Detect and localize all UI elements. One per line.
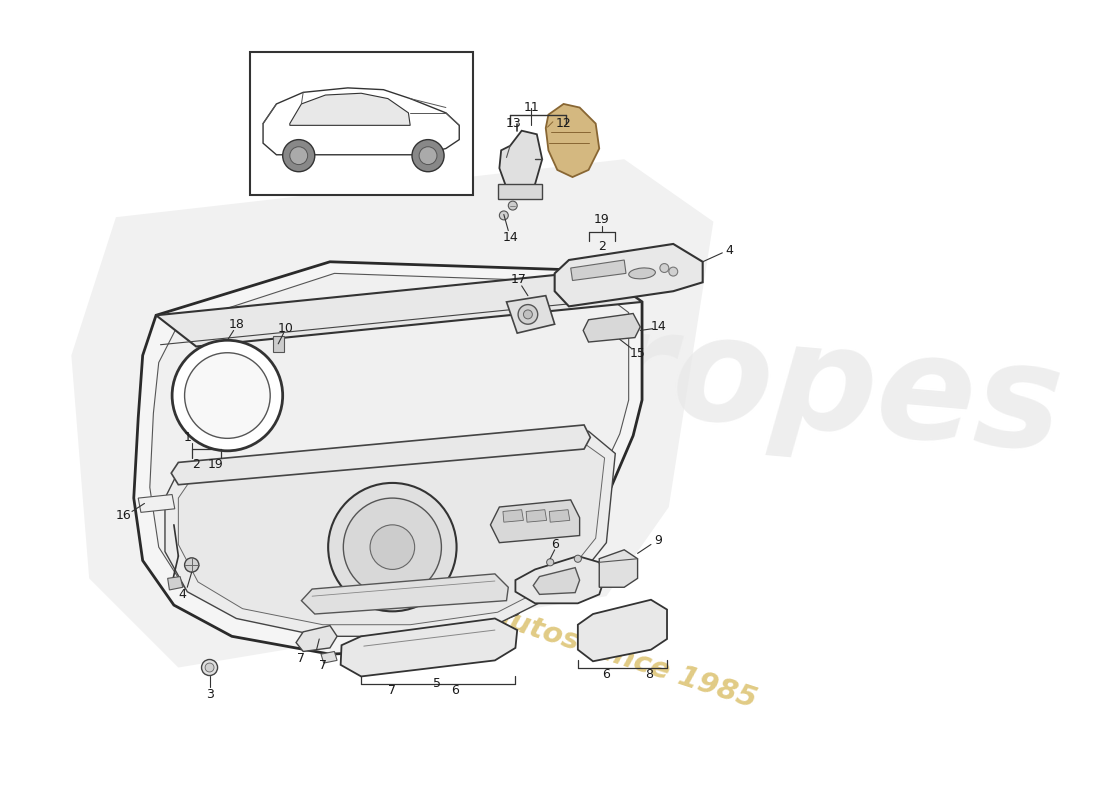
- Text: 9: 9: [654, 534, 662, 547]
- Text: 12: 12: [556, 117, 572, 130]
- Circle shape: [185, 558, 199, 572]
- Circle shape: [185, 353, 271, 438]
- Text: 14: 14: [503, 231, 519, 244]
- Text: 7: 7: [297, 652, 306, 665]
- Polygon shape: [506, 296, 554, 333]
- Text: 7: 7: [319, 659, 327, 672]
- Text: 17: 17: [512, 273, 527, 286]
- Polygon shape: [497, 184, 542, 199]
- Text: 1: 1: [184, 431, 191, 444]
- Text: 6: 6: [451, 684, 459, 698]
- Text: europes: europes: [394, 283, 1069, 482]
- Circle shape: [370, 525, 415, 570]
- Polygon shape: [578, 600, 667, 662]
- Bar: [273, 336, 284, 352]
- Polygon shape: [549, 510, 570, 522]
- Polygon shape: [321, 651, 337, 663]
- Circle shape: [205, 663, 214, 672]
- Text: 16: 16: [116, 510, 131, 522]
- Text: 5: 5: [433, 677, 441, 690]
- Text: 7: 7: [388, 684, 396, 698]
- Polygon shape: [172, 425, 591, 485]
- Polygon shape: [491, 500, 580, 542]
- Text: a passion for autos since 1985: a passion for autos since 1985: [275, 532, 760, 714]
- Polygon shape: [156, 270, 642, 346]
- Polygon shape: [296, 626, 337, 651]
- Circle shape: [499, 211, 508, 220]
- Text: 15: 15: [629, 347, 646, 360]
- Polygon shape: [134, 262, 642, 654]
- Polygon shape: [165, 431, 615, 636]
- Text: 10: 10: [277, 322, 294, 335]
- Circle shape: [518, 305, 538, 324]
- Polygon shape: [263, 88, 459, 154]
- Polygon shape: [600, 550, 638, 587]
- Polygon shape: [534, 568, 580, 594]
- Polygon shape: [503, 510, 524, 522]
- Circle shape: [524, 310, 532, 319]
- Circle shape: [660, 263, 669, 273]
- Polygon shape: [289, 94, 410, 126]
- Polygon shape: [554, 244, 703, 306]
- Text: 6: 6: [603, 668, 611, 681]
- Polygon shape: [167, 577, 183, 590]
- Circle shape: [283, 140, 315, 172]
- Polygon shape: [341, 618, 517, 677]
- Text: 8: 8: [646, 668, 653, 681]
- Text: 3: 3: [206, 688, 213, 701]
- Polygon shape: [571, 260, 626, 281]
- Text: 18: 18: [229, 318, 244, 330]
- Text: 6: 6: [551, 538, 559, 551]
- Ellipse shape: [629, 268, 656, 279]
- Text: 4: 4: [179, 588, 187, 601]
- Circle shape: [172, 340, 283, 451]
- Text: 19: 19: [594, 214, 609, 226]
- Polygon shape: [546, 104, 600, 177]
- Polygon shape: [178, 440, 605, 625]
- Text: 13: 13: [506, 117, 521, 130]
- Circle shape: [201, 659, 218, 675]
- Text: 4: 4: [726, 244, 734, 257]
- Circle shape: [508, 201, 517, 210]
- Circle shape: [547, 558, 553, 566]
- Polygon shape: [72, 159, 714, 667]
- Text: 19: 19: [208, 458, 223, 470]
- Bar: [250, 52, 473, 195]
- Text: 2: 2: [192, 458, 200, 470]
- Polygon shape: [301, 574, 508, 614]
- Circle shape: [412, 140, 444, 172]
- Circle shape: [328, 483, 456, 611]
- Circle shape: [289, 146, 308, 165]
- Text: 11: 11: [524, 101, 539, 114]
- Polygon shape: [139, 494, 175, 512]
- Polygon shape: [150, 274, 629, 636]
- Circle shape: [574, 555, 582, 562]
- Polygon shape: [499, 130, 542, 193]
- Text: 14: 14: [650, 320, 666, 334]
- Circle shape: [419, 146, 437, 165]
- Polygon shape: [583, 314, 640, 342]
- Polygon shape: [516, 556, 605, 603]
- Circle shape: [343, 498, 441, 596]
- Text: 2: 2: [598, 240, 606, 253]
- Circle shape: [669, 267, 678, 276]
- Polygon shape: [526, 510, 547, 522]
